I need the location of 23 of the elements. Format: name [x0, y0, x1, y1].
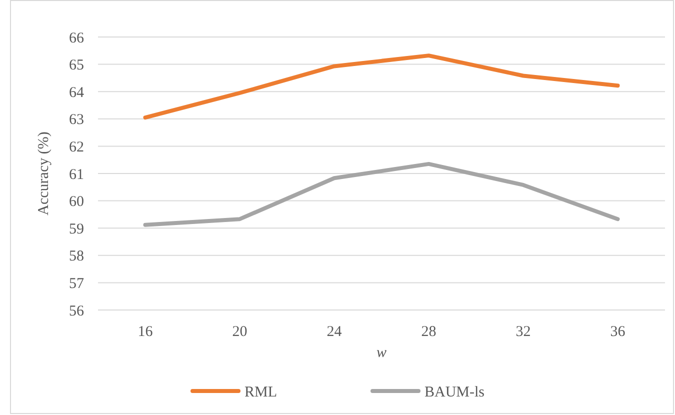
y-tick-label: 59: [69, 221, 84, 238]
line-series: [143, 54, 620, 120]
y-tick-label: 61: [69, 166, 84, 183]
y-axis-title: Accuracy (%): [36, 132, 52, 216]
y-tick-label: 62: [69, 139, 84, 156]
legend-label: BAUM-ls: [424, 384, 485, 400]
y-tick-label: 63: [69, 112, 84, 128]
y-tick-label: 64: [69, 84, 84, 101]
x-tick-label: 16: [138, 324, 154, 340]
x-tick-label: 20: [232, 324, 248, 340]
line-series: [143, 162, 620, 227]
y-tick-label: 66: [69, 30, 84, 46]
y-tick-label: 57: [69, 276, 84, 292]
y-tick-label: 56: [69, 303, 84, 320]
x-tick-label: 28: [421, 324, 436, 340]
x-tick-label: 24: [326, 324, 342, 340]
x-axis-title: w: [376, 345, 387, 361]
legend-label: RML: [244, 384, 278, 400]
x-tick-label: 32: [516, 324, 531, 340]
x-tick-label: 36: [610, 324, 626, 340]
y-tick-label: 65: [69, 58, 84, 74]
y-tick-label: 60: [69, 194, 84, 210]
y-tick-label: 58: [69, 248, 84, 265]
